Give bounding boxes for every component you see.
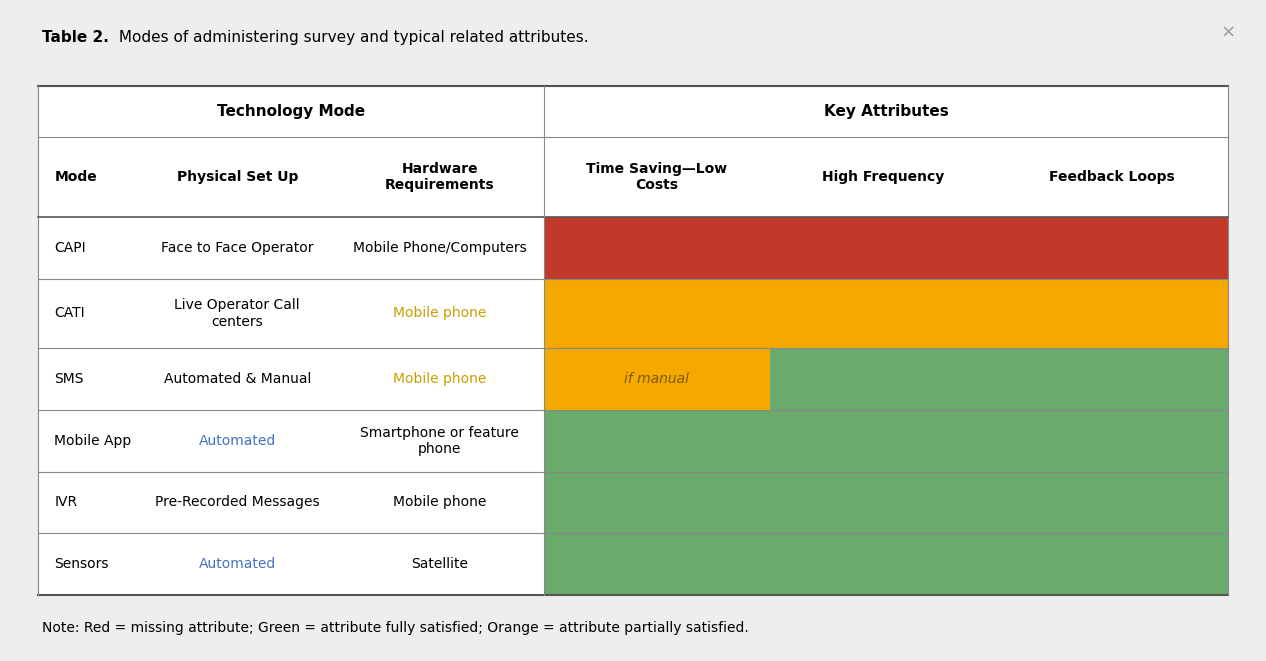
Bar [38,279,139,348]
Text: Key Attributes: Key Attributes [823,104,948,119]
Text: Sensors: Sensors [54,557,109,571]
Bar [335,348,543,410]
Bar [139,410,335,471]
Text: CAPI: CAPI [54,241,86,255]
Text: Mode: Mode [54,170,97,184]
Text: CATI: CATI [54,307,85,321]
Bar [770,471,996,533]
Bar [335,217,543,279]
Text: Modes of administering survey and typical related attributes.: Modes of administering survey and typica… [114,30,589,45]
Text: Hardware
Requirements: Hardware Requirements [385,162,495,192]
Text: Note: Red = missing attribute; Green = attribute fully satisfied; Orange = attri: Note: Red = missing attribute; Green = a… [42,621,748,635]
Bar [770,217,996,279]
Bar [770,348,996,410]
Bar [543,217,770,279]
Bar [543,348,770,410]
Text: Smartphone or feature
phone: Smartphone or feature phone [361,426,519,456]
Text: IVR: IVR [54,495,77,510]
Text: Mobile phone: Mobile phone [392,372,486,386]
Text: ×: × [1220,23,1236,41]
Text: Face to Face Operator: Face to Face Operator [161,241,314,255]
Text: Automated & Manual: Automated & Manual [163,372,311,386]
Bar [38,348,139,410]
Text: High Frequency: High Frequency [822,170,944,184]
Text: Feedback Loops: Feedback Loops [1050,170,1175,184]
Bar [139,533,335,595]
Text: Mobile Phone/Computers: Mobile Phone/Computers [353,241,527,255]
Bar [335,279,543,348]
Text: Physical Set Up: Physical Set Up [177,170,298,184]
Bar [543,533,770,595]
Bar [38,471,139,533]
Bar [335,471,543,533]
Text: Technology Mode: Technology Mode [216,104,365,119]
Bar [38,410,139,471]
Text: Mobile phone: Mobile phone [392,307,486,321]
Text: Table 2.: Table 2. [42,30,109,45]
Bar [543,410,770,471]
Bar [139,217,335,279]
Bar [335,410,543,471]
Bar [770,533,996,595]
Text: Automated: Automated [199,557,276,571]
Bar [139,471,335,533]
Text: Mobile App: Mobile App [54,434,132,447]
Bar [543,471,770,533]
Bar [996,410,1228,471]
Bar [770,410,996,471]
Bar [38,533,139,595]
Bar [996,217,1228,279]
Text: Time Saving—Low
Costs: Time Saving—Low Costs [586,162,728,192]
Bar [38,217,139,279]
Bar [139,279,335,348]
Bar [543,279,770,348]
Bar [38,86,1228,595]
Text: Pre-Recorded Messages: Pre-Recorded Messages [154,495,319,510]
Bar [770,279,996,348]
Bar [335,533,543,595]
Bar [996,279,1228,348]
Bar [996,348,1228,410]
Bar [996,533,1228,595]
Bar [996,471,1228,533]
Text: Mobile phone: Mobile phone [392,495,486,510]
Text: SMS: SMS [54,372,84,386]
Bar [139,348,335,410]
Text: Satellite: Satellite [411,557,468,571]
Text: Live Operator Call
centers: Live Operator Call centers [175,298,300,329]
Text: if manual: if manual [624,372,689,386]
Text: Automated: Automated [199,434,276,447]
